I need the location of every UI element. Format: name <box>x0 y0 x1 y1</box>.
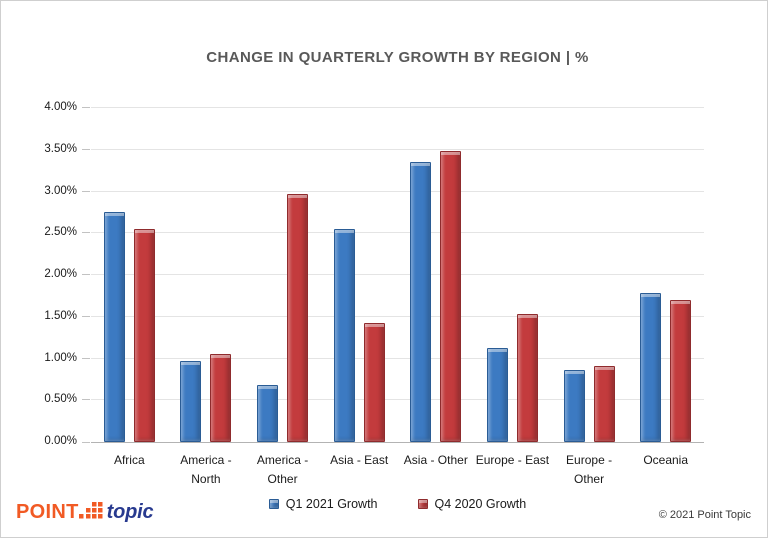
bar-q4-2020-growth-america-other <box>287 194 309 442</box>
y-axis-label-3.50%: 3.50% <box>44 142 77 155</box>
bar-q1-2021-growth-asia-east <box>333 229 355 442</box>
gridline-2.50% <box>91 232 704 234</box>
gridline-4.00% <box>91 107 704 108</box>
gridline-1.50% <box>91 315 704 317</box>
gridline-3.00% <box>91 190 704 192</box>
gridline-2.00% <box>91 274 704 275</box>
y-axis-tick <box>82 315 90 317</box>
bar-q4-2020-growth-africa <box>133 229 155 442</box>
bar-q4-2020-growth-europe-east <box>516 314 538 442</box>
plot-area: 0.00% 0.50% 1.00% 1.50% 2.00% 2.50% 3.00% 3.50%… <box>44 101 704 486</box>
y-axis-label-1.00%: 1.00% <box>44 351 77 364</box>
x-axis-label-europe-east: Europe - East <box>475 453 550 467</box>
y-axis-label-1.50%: 1.50% <box>44 309 77 322</box>
bar-q4-2020-growth-america-north <box>210 353 232 442</box>
legend-swatch-q1-2021-growth <box>268 499 279 509</box>
point-topic-logo: POINT topic <box>16 498 154 524</box>
y-axis-tick <box>82 399 90 401</box>
y-axis-label-0.50%: 0.50% <box>44 393 77 406</box>
x-axis-label-oceania: Oceania <box>643 453 689 467</box>
y-axis-label-0.00%: 0.00% <box>44 435 77 447</box>
logo-squares-icon <box>78 499 105 524</box>
x-axis-label-europe-other: Europe - Other <box>566 453 613 487</box>
y-axis-tick <box>82 232 90 234</box>
bar-q1-2021-growth-america-other <box>257 385 279 442</box>
bar-q4-2020-growth-oceania <box>670 300 692 442</box>
y-axis-tick <box>82 107 90 108</box>
x-axis-label-asia-east: Asia - East <box>330 453 389 467</box>
y-axis-label-2.50%: 2.50% <box>44 226 77 239</box>
logo-text-point: POINT <box>16 501 79 523</box>
copyright-text: © 2021 Point Topic <box>658 509 751 521</box>
legend: Q1 2021 Growth Q4 2020 Growth <box>91 494 704 514</box>
x-axis-label-asia-other: Asia - Other <box>403 453 468 467</box>
y-axis-tick <box>82 190 90 192</box>
logo-text-topic: topic <box>106 501 154 523</box>
gridline-3.50% <box>91 148 704 150</box>
bar-q1-2021-growth-america-north <box>180 361 202 442</box>
bar-q1-2021-growth-oceania <box>640 293 662 442</box>
legend-item-q1-2021-growth: Q1 2021 Growth <box>268 497 378 511</box>
bar-q4-2020-growth-europe-other <box>593 366 615 442</box>
x-axis-label-america-north: America - North <box>180 453 232 487</box>
y-axis-label-2.00%: 2.00% <box>44 268 77 280</box>
legend-swatch-q4-2020-growth <box>417 499 428 509</box>
legend-label-q1-2021-growth: Q1 2021 Growth <box>285 497 378 511</box>
x-axis-label-america-other: America - Other <box>256 453 309 487</box>
y-axis-label-3.00%: 3.00% <box>44 184 77 197</box>
bar-q1-2021-growth-europe-other <box>563 370 585 442</box>
bar-q1-2021-growth-africa <box>103 211 125 442</box>
y-axis-label-4.00%: 4.00% <box>44 101 77 113</box>
y-axis-tick <box>82 274 90 275</box>
y-axis-tick <box>82 357 90 359</box>
legend-label-q4-2020-growth: Q4 2020 Growth <box>434 497 527 511</box>
bar-q1-2021-growth-europe-east <box>486 348 508 442</box>
chart-title: CHANGE IN QUARTERLY GROWTH BY REGION | % <box>206 49 589 66</box>
legend-item-q4-2020-growth: Q4 2020 Growth <box>417 497 527 511</box>
y-axis-tick <box>82 442 90 443</box>
bar-q4-2020-growth-asia-east <box>363 322 385 442</box>
x-axis-label-africa: Africa <box>113 453 145 467</box>
gridline-0.50% <box>91 399 704 401</box>
y-axis-tick <box>82 148 90 150</box>
gridline-1.00% <box>91 357 704 359</box>
bar-q4-2020-growth-asia-other <box>440 150 462 442</box>
bar-q1-2021-growth-asia-other <box>410 162 432 442</box>
